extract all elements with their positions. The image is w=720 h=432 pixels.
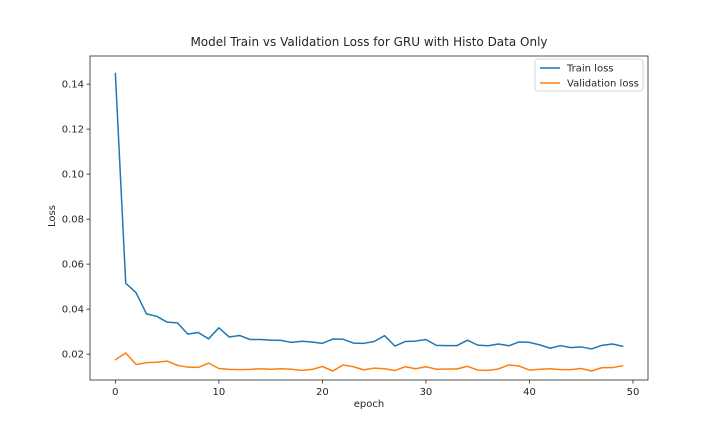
- legend-box: [534, 58, 644, 92]
- x-tick-label: 20: [316, 387, 329, 398]
- y-tick-label: 0.06: [62, 260, 84, 271]
- x-axis: 0 10 20 30 40 50: [112, 380, 639, 398]
- plot-area: [114, 72, 624, 372]
- x-tick-label: 30: [420, 387, 433, 398]
- legend-label: Validation loss: [567, 79, 639, 90]
- x-tick-label: 40: [523, 387, 536, 398]
- y-tick-label: 0.02: [62, 350, 84, 361]
- y-tick-label: 0.04: [62, 305, 84, 316]
- y-axis: 0.02 0.04 0.06 0.08 0.10 0.12 0.14: [62, 80, 90, 361]
- series-line-validation-loss: [114, 352, 624, 372]
- x-tick-label: 0: [112, 387, 118, 398]
- x-tick-label: 50: [627, 387, 640, 398]
- y-tick-label: 0.14: [62, 80, 84, 91]
- y-tick-label: 0.10: [62, 170, 84, 181]
- legend-label: Train loss: [566, 64, 614, 75]
- chart-title: Model Train vs Validation Loss for GRU w…: [190, 35, 547, 49]
- plot-frame: [89, 55, 649, 381]
- y-tick-label: 0.12: [62, 125, 84, 136]
- y-tick-label: 0.08: [62, 215, 84, 226]
- y-axis-label: Loss: [47, 205, 58, 227]
- series-line-train-loss: [114, 72, 624, 350]
- legend: Train loss Validation loss: [534, 58, 644, 92]
- x-tick-label: 10: [213, 387, 226, 398]
- x-axis-label: epoch: [354, 399, 384, 410]
